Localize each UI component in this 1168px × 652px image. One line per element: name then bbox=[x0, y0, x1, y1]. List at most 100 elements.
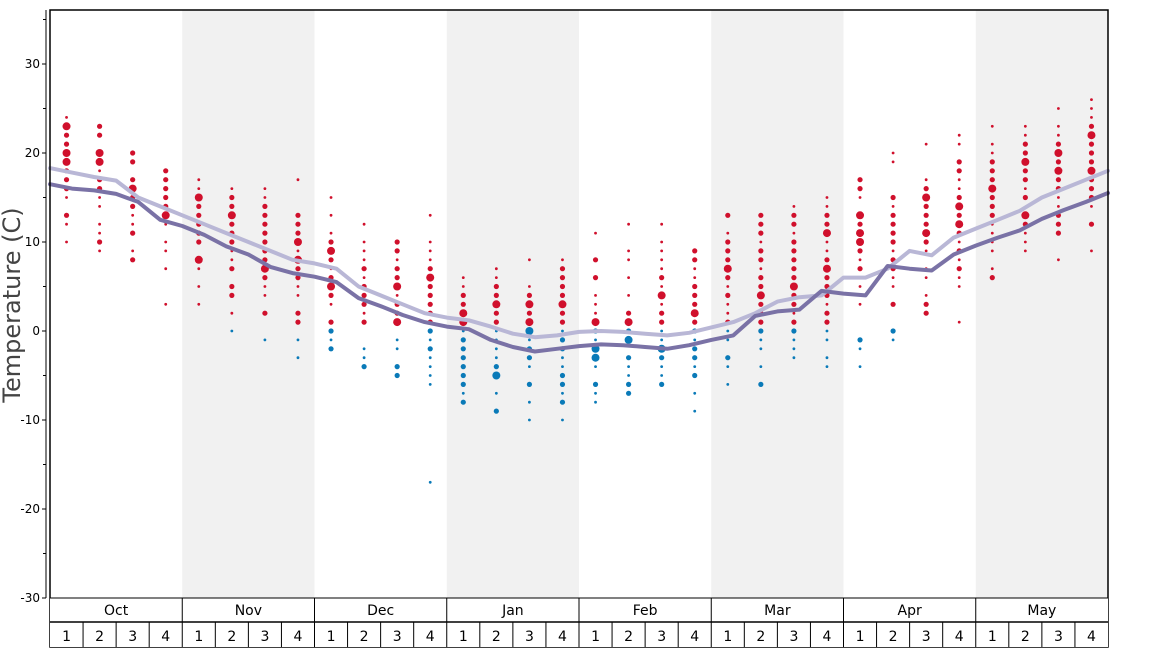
warm-observation-point bbox=[229, 292, 235, 298]
week-label: 1 bbox=[723, 629, 732, 645]
cold-observation-point bbox=[492, 371, 501, 380]
warm-observation-point bbox=[825, 196, 829, 199]
month-shading bbox=[182, 10, 1108, 598]
warm-observation-point bbox=[957, 276, 961, 279]
warm-observation-point bbox=[591, 318, 600, 327]
warm-observation-point bbox=[131, 249, 135, 253]
warm-observation-point bbox=[990, 267, 994, 271]
warm-observation-point bbox=[990, 142, 994, 146]
warm-observation-point bbox=[957, 285, 961, 288]
cold-observation-point bbox=[891, 338, 895, 342]
cold-observation-point bbox=[625, 355, 632, 361]
warm-observation-point bbox=[856, 229, 865, 238]
warm-observation-point bbox=[229, 194, 235, 201]
cold-observation-point bbox=[460, 346, 466, 352]
warm-observation-point bbox=[758, 319, 764, 325]
warm-observation-point bbox=[890, 230, 896, 236]
week-label: 3 bbox=[657, 629, 666, 645]
warm-observation-point bbox=[890, 301, 896, 307]
cold-observation-point bbox=[693, 338, 697, 342]
warm-observation-point bbox=[427, 301, 433, 307]
cold-observation-point bbox=[296, 356, 300, 360]
cold-observation-point bbox=[758, 328, 764, 334]
warm-observation-point bbox=[990, 124, 994, 128]
lower-series-line bbox=[48, 182, 1110, 354]
warm-observation-point bbox=[428, 249, 432, 253]
warm-observation-point bbox=[1055, 159, 1062, 165]
warm-observation-point bbox=[1090, 249, 1093, 253]
warm-observation-point bbox=[295, 266, 301, 272]
warm-observation-point bbox=[726, 302, 730, 306]
warm-observation-point bbox=[1087, 166, 1096, 175]
warm-observation-point bbox=[461, 276, 465, 279]
warm-observation-point bbox=[394, 239, 400, 245]
warm-observation-point bbox=[262, 230, 268, 236]
warm-observation-point bbox=[395, 258, 399, 262]
y-tick-label: -30 bbox=[20, 591, 40, 605]
warm-observation-point bbox=[660, 267, 664, 271]
warm-observation-point bbox=[197, 178, 201, 182]
cold-observation-point bbox=[660, 338, 664, 342]
shade-may bbox=[975, 10, 1108, 598]
warm-observation-point bbox=[263, 285, 267, 288]
warm-observation-point bbox=[98, 231, 101, 235]
warm-observation-point bbox=[296, 178, 300, 182]
warm-observation-point bbox=[494, 267, 498, 271]
warm-observation-point bbox=[227, 211, 236, 220]
cold-observation-point bbox=[328, 328, 334, 334]
warm-observation-point bbox=[989, 177, 995, 183]
cold-observation-point bbox=[528, 338, 531, 342]
warm-observation-point bbox=[1088, 159, 1095, 165]
warm-observation-point bbox=[989, 203, 995, 209]
warm-observation-point bbox=[1090, 205, 1093, 208]
warm-observation-point bbox=[725, 239, 731, 245]
month-label-dec: Dec bbox=[367, 603, 394, 619]
warm-observation-point bbox=[559, 275, 566, 281]
warm-observation-point bbox=[98, 249, 101, 253]
warm-observation-point bbox=[427, 283, 433, 290]
warm-observation-point bbox=[924, 178, 928, 182]
week-label: 4 bbox=[558, 629, 567, 645]
warm-observation-point bbox=[98, 205, 101, 208]
warm-observation-point bbox=[62, 122, 71, 131]
warm-observation-point bbox=[460, 301, 466, 307]
warm-observation-point bbox=[293, 238, 302, 246]
cold-observation-point bbox=[460, 355, 466, 361]
warm-observation-point bbox=[328, 257, 334, 263]
warm-observation-point bbox=[891, 249, 895, 253]
warm-observation-point bbox=[328, 239, 334, 245]
warm-observation-point bbox=[660, 258, 664, 262]
warm-observation-point bbox=[791, 275, 797, 281]
warm-observation-point bbox=[789, 282, 798, 291]
warm-observation-point bbox=[131, 222, 135, 226]
warm-observation-point bbox=[263, 294, 267, 297]
warm-observation-point bbox=[891, 151, 895, 155]
week-label: 4 bbox=[161, 629, 170, 645]
warm-observation-point bbox=[660, 285, 664, 288]
warm-observation-point bbox=[923, 221, 929, 227]
warm-observation-point bbox=[361, 266, 367, 272]
cold-observation-point bbox=[660, 329, 664, 333]
warm-observation-point bbox=[65, 222, 68, 226]
warm-observation-point bbox=[163, 194, 169, 201]
warm-observation-point bbox=[957, 178, 961, 182]
warm-observation-point bbox=[1088, 150, 1095, 156]
warm-observation-point bbox=[164, 302, 168, 306]
cold-observation-point bbox=[660, 365, 664, 368]
warm-observation-point bbox=[230, 187, 234, 191]
cold-observation-point bbox=[825, 356, 829, 360]
warm-observation-point bbox=[262, 310, 268, 316]
warm-observation-point bbox=[130, 257, 136, 263]
warm-observation-point bbox=[957, 258, 961, 262]
warm-observation-point bbox=[891, 276, 895, 279]
warm-observation-point bbox=[1090, 116, 1093, 119]
week-label: 4 bbox=[294, 629, 303, 645]
warm-observation-point bbox=[660, 249, 664, 253]
week-label: 2 bbox=[492, 629, 501, 645]
warm-observation-point bbox=[989, 159, 995, 165]
warm-observation-point bbox=[924, 249, 928, 253]
warm-observation-point bbox=[393, 282, 402, 291]
warm-observation-point bbox=[660, 240, 664, 244]
cold-observation-point bbox=[394, 372, 400, 379]
